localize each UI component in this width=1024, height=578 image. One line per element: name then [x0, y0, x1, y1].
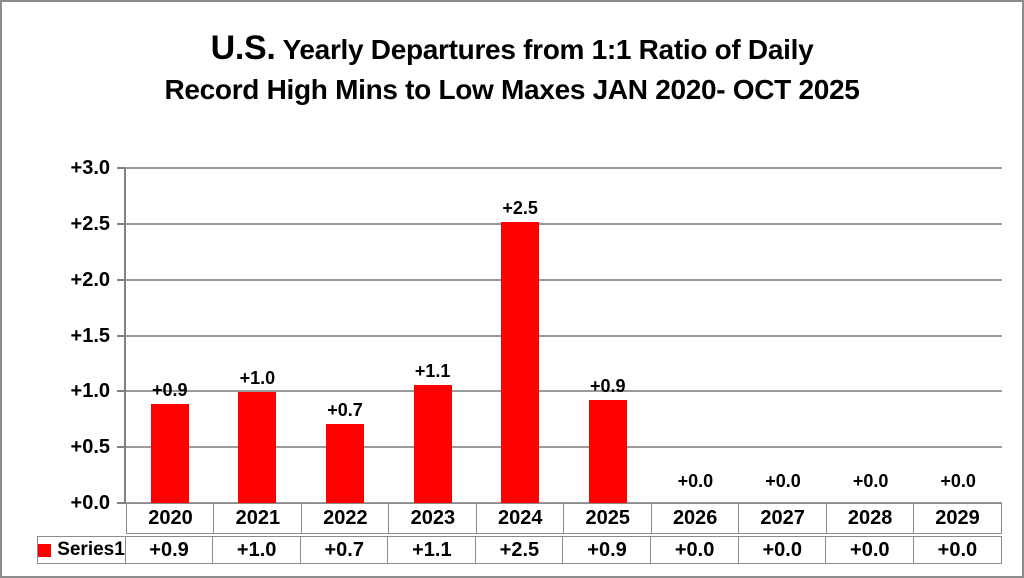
chart-title-line1-rest: Yearly Departures from 1:1 Ratio of Dail…: [275, 34, 814, 65]
table-value-2022: +0.7: [299, 536, 389, 564]
bar-2022: [326, 424, 364, 503]
bar-label-2022: +0.7: [327, 400, 363, 420]
table-value-2024: +2.5: [474, 536, 564, 564]
y-axis-tick-label: +1.5: [70, 324, 110, 347]
y-axis-tick: [117, 278, 126, 281]
table-value-2025: +0.9: [562, 536, 652, 564]
table-value-2020: +0.9: [124, 536, 214, 564]
chart-title-line1: U.S. Yearly Departures from 1:1 Ratio of…: [2, 28, 1022, 70]
bar-label-2029: +0.0: [940, 471, 976, 491]
chart-title-line2: Record High Mins to Low Maxes JAN 2020- …: [164, 74, 860, 105]
y-axis-tick: [117, 222, 126, 225]
legend-series1: Series1: [37, 536, 126, 564]
series1-swatch-icon: [38, 543, 52, 557]
bar-label-2023: +1.1: [414, 361, 451, 381]
bar-label-2024: +2.5: [502, 198, 538, 218]
gridline: [126, 390, 1002, 393]
x-axis-category-table: 2020 2021 2022 2023 2024 2025 2026 2027 2028 2029: [126, 503, 1003, 534]
y-axis-tick: [117, 446, 126, 449]
gridline: [126, 334, 1002, 337]
gridline: [126, 222, 1002, 225]
chart-title: U.S. Yearly Departures from 1:1 Ratio of…: [2, 28, 1022, 110]
series-data-table: Series1 +0.9 +1.0 +0.7 +1.1 +2.5 +0.9 +0.0 +0.0…: [37, 536, 1002, 564]
x-category-2025: 2025: [563, 503, 653, 534]
y-axis-tick-label: +1.0: [70, 380, 110, 403]
x-category-2023: 2023: [388, 503, 478, 534]
bar-2020: [150, 404, 189, 503]
y-axis-tick: [117, 167, 126, 169]
table-value-2029: +0.0: [912, 536, 1002, 564]
bar-2025: [588, 400, 627, 503]
bar-2023: [413, 385, 452, 503]
y-axis-tick-label: +0.0: [70, 492, 110, 514]
gridline: [126, 446, 1002, 449]
x-category-2021: 2021: [213, 503, 303, 534]
y-axis-tick-label: +2.0: [70, 268, 110, 291]
bar-label-2028: +0.0: [852, 471, 889, 491]
y-axis-tick: [117, 334, 126, 337]
x-category-2026: 2026: [650, 503, 740, 534]
y-axis-tick-label: +3.0: [70, 157, 110, 179]
x-category-2024: 2024: [475, 503, 565, 534]
bar-label-2027: +0.0: [765, 471, 801, 491]
x-category-2028: 2028: [825, 503, 915, 534]
x-category-2022: 2022: [300, 503, 390, 534]
bar-label-2025: +0.9: [590, 376, 626, 396]
y-axis-tick: [117, 502, 126, 504]
table-value-2027: +0.0: [737, 536, 827, 564]
y-axis-tick-label: +0.5: [70, 436, 110, 459]
table-value-2023: +1.1: [387, 536, 477, 564]
bar-2021: [238, 392, 277, 503]
chart-title-us: U.S.: [210, 29, 276, 67]
bar-label-2021: +1.0: [239, 368, 276, 388]
bar-label-2020: +0.9: [152, 380, 188, 400]
bar-label-2026: +0.0: [677, 471, 714, 491]
x-category-2020: 2020: [126, 503, 215, 534]
gridline: [126, 278, 1002, 281]
y-axis-tick-label: +2.5: [70, 212, 110, 235]
table-value-2028: +0.0: [825, 536, 915, 564]
bar-2024: [501, 222, 540, 503]
y-axis-tick: [117, 390, 126, 393]
table-value-2021: +1.0: [212, 536, 302, 564]
y-axis-line: [124, 168, 126, 503]
x-category-2029: 2029: [913, 503, 1003, 534]
legend-series1-label: Series1: [57, 539, 125, 560]
gridline: [126, 167, 1002, 169]
table-value-2026: +0.0: [650, 536, 740, 564]
x-category-2027: 2027: [738, 503, 828, 534]
